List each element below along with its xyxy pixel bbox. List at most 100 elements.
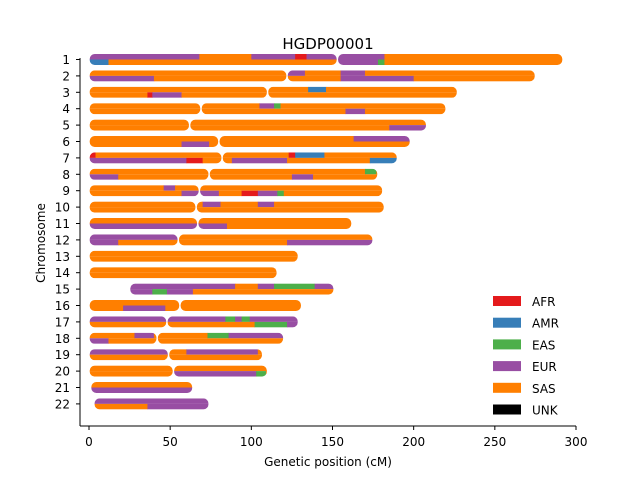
segment-hap2-sas xyxy=(196,207,384,213)
segment-hap1-sas xyxy=(196,201,204,208)
segment-hap1-sas xyxy=(89,250,298,257)
segment-hap2-sas xyxy=(118,239,179,246)
segment-hap1-eur xyxy=(94,398,209,404)
segment-hap2-sas xyxy=(313,174,378,180)
segment-hap2-eur xyxy=(345,108,366,115)
chromosome-18-segments xyxy=(89,332,284,344)
segment-hap1-amr xyxy=(308,86,327,93)
segment-hap2-sas xyxy=(166,321,255,328)
y-tick-label: 21 xyxy=(55,381,70,395)
legend-swatch-eas xyxy=(493,339,521,350)
segment-hap2-sas xyxy=(89,125,191,131)
y-tick-label: 5 xyxy=(62,119,70,133)
segment-hap1-sas xyxy=(89,365,174,372)
chromosome-3-segments xyxy=(89,86,457,98)
chromosome-12 xyxy=(89,234,373,246)
segment-hap1-eas xyxy=(274,103,281,109)
y-tick-label: 6 xyxy=(62,135,70,149)
chromosome-16-segments xyxy=(89,300,301,311)
segment-hap2-afr xyxy=(147,92,153,98)
chromosome-12-segments xyxy=(89,234,373,246)
segment-hap1-sas xyxy=(89,185,165,191)
chromosome-5-segments xyxy=(89,119,426,131)
segment-hap2-eur xyxy=(291,174,314,180)
segment-hap2-sas xyxy=(209,141,220,147)
segment-hap1-sas xyxy=(157,332,208,339)
segment-hap2-sas xyxy=(287,157,371,164)
segment-hap1-sas xyxy=(201,103,260,109)
chromosome-15-segments xyxy=(130,283,334,295)
segment-hap2-eur xyxy=(89,75,155,82)
y-tick-label: 1 xyxy=(62,53,70,67)
segment-hap1-eur xyxy=(249,316,298,322)
chromosome-16 xyxy=(89,300,301,311)
x-tick-label: 250 xyxy=(483,435,506,449)
segment-hap1-eur xyxy=(257,201,275,208)
legend: AFR AMR EAS EUR SAS UNK xyxy=(493,295,559,418)
segment-hap2-sas xyxy=(201,108,346,115)
segment-hap1-eur xyxy=(166,316,226,322)
segment-hap1-sas xyxy=(197,218,352,224)
axes-layer xyxy=(79,58,576,427)
segment-hap2-sas xyxy=(202,157,223,164)
segment-hap2-eur xyxy=(173,371,257,377)
segment-hap1-sas xyxy=(89,201,197,208)
segment-hap2-eas xyxy=(152,289,168,295)
y-tick-label: 3 xyxy=(62,86,70,100)
segment-hap1-sas xyxy=(384,54,563,60)
segment-hap2-amr xyxy=(89,59,109,65)
legend-swatch-eur xyxy=(493,361,521,372)
chromosome-6-segments xyxy=(89,136,410,147)
segment-hap1-sas xyxy=(89,267,277,273)
segment-hap1-sas xyxy=(326,86,457,93)
chromosome-14 xyxy=(89,267,277,279)
segment-hap1-sas xyxy=(267,86,309,93)
chromosome-1 xyxy=(89,54,563,65)
segment-hap2-sas xyxy=(192,289,334,295)
segment-hap1-eas xyxy=(241,316,251,322)
segment-hap1-sas xyxy=(175,185,200,191)
segment-hap1-eur xyxy=(340,70,366,76)
segment-hap2-sas xyxy=(218,141,410,147)
x-tick-label: 50 xyxy=(163,435,178,449)
segment-hap2-sas xyxy=(222,157,233,164)
chromosome-layer xyxy=(89,54,563,410)
segment-hap1-eur xyxy=(257,283,275,290)
y-tick-label: 11 xyxy=(55,217,70,231)
segment-hap2-sas xyxy=(218,190,242,197)
chromosome-11-segments xyxy=(89,218,352,229)
chromosome-13 xyxy=(89,250,298,262)
segment-hap1-amr xyxy=(295,152,325,158)
chromosome-10 xyxy=(89,201,384,213)
segment-hap2-sas xyxy=(413,75,535,82)
segment-hap1-sas xyxy=(209,168,366,175)
segment-hap1-sas xyxy=(220,201,259,208)
segment-hap1-eur xyxy=(163,185,176,191)
segment-hap2-eur xyxy=(197,223,228,229)
segment-hap2-sas xyxy=(209,174,293,180)
legend-swatch-unk xyxy=(493,404,521,415)
y-axis-label: Chromosome xyxy=(34,203,48,283)
segment-hap2-sas xyxy=(89,141,182,147)
segment-hap2-eur xyxy=(91,387,193,393)
segment-hap1-eur xyxy=(89,234,179,240)
y-tick-label: 20 xyxy=(55,365,70,379)
segment-hap1-eur xyxy=(186,349,259,355)
legend-swatch-afr xyxy=(493,296,521,306)
segment-hap2-sas xyxy=(108,59,338,65)
segment-hap1-afr xyxy=(295,54,307,60)
segment-hap2-sas xyxy=(89,371,174,377)
segment-hap2-eas xyxy=(377,59,385,65)
segment-hap1-eas xyxy=(225,316,236,322)
chromosome-13-segments xyxy=(89,250,298,262)
chromosome-2-segments xyxy=(89,70,535,82)
chromosome-18 xyxy=(89,332,284,344)
segment-hap1-afr xyxy=(89,152,96,158)
segment-hap2-sas xyxy=(157,338,284,344)
segment-hap2-sas xyxy=(118,174,210,180)
y-tick-label: 4 xyxy=(62,102,70,116)
segment-hap2-sas xyxy=(287,75,342,82)
segment-hap1-eur xyxy=(306,54,338,60)
segment-hap2-eur xyxy=(337,59,379,65)
